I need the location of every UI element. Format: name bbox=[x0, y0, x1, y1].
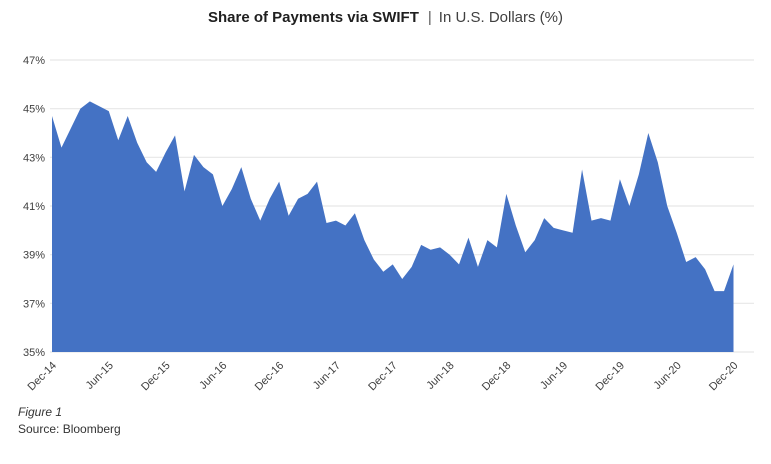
x-axis-tick-label: Jun-17 bbox=[311, 360, 343, 392]
x-axis-tick-label: Dec-19 bbox=[593, 360, 627, 394]
swift-usd-share-area-chart: 47% 45% 43% 41% 39% 37% 35%Dec-14 Jun-15 Dec-15 J… bbox=[23, 55, 754, 394]
x-axis-tick-label: Dec-16 bbox=[253, 360, 287, 394]
chart-title: Share of Payments via SWIFT | In U.S. Doll… bbox=[0, 8, 771, 28]
source-label: Source: Bloomberg bbox=[18, 421, 121, 436]
x-axis-tick-label: Dec-18 bbox=[480, 360, 514, 394]
x-axis-tick-label: Dec-14 bbox=[26, 360, 60, 394]
x-axis-tick-label: Jun-19 bbox=[538, 360, 570, 392]
y-axis-tick-label: 37% bbox=[23, 298, 45, 310]
x-axis-tick-label: Jun-16 bbox=[197, 360, 229, 392]
chart-plot-region: 47% 45% 43% 41% 39% 37% 35% Dec-14 Jun-15 Dec-15 J… bbox=[0, 42, 771, 407]
x-axis-tick-label: Dec-20 bbox=[707, 360, 741, 394]
x-axis-tick-label: Jun-15 bbox=[84, 360, 116, 392]
x-axis-tick-label: Jun-20 bbox=[652, 360, 684, 392]
y-axis-tick-label: 45% bbox=[23, 104, 45, 116]
y-axis-tick-label: 39% bbox=[23, 250, 45, 262]
chart-title-separator: | bbox=[427, 9, 432, 26]
figure-label: Figure 1 bbox=[18, 405, 63, 419]
x-axis-tick-label: Dec-17 bbox=[366, 360, 400, 394]
x-axis-tick-label: Dec-15 bbox=[139, 360, 173, 394]
x-axis-tick-label: Jun-18 bbox=[424, 360, 456, 392]
y-axis-tick-label: 35% bbox=[23, 347, 45, 359]
chart-footer: Figure 1 Source: Bloomberg bbox=[18, 404, 121, 437]
chart-title-main: Share of Payments via SWIFT bbox=[207, 9, 419, 26]
y-axis-tick-label: 41% bbox=[23, 201, 45, 213]
y-axis-tick-label: 43% bbox=[23, 152, 45, 164]
y-axis-tick-label: 47% bbox=[23, 55, 45, 67]
chart-title-subtitle: In U.S. Dollars (%) bbox=[438, 9, 563, 26]
area-series-usd-share bbox=[52, 101, 734, 352]
